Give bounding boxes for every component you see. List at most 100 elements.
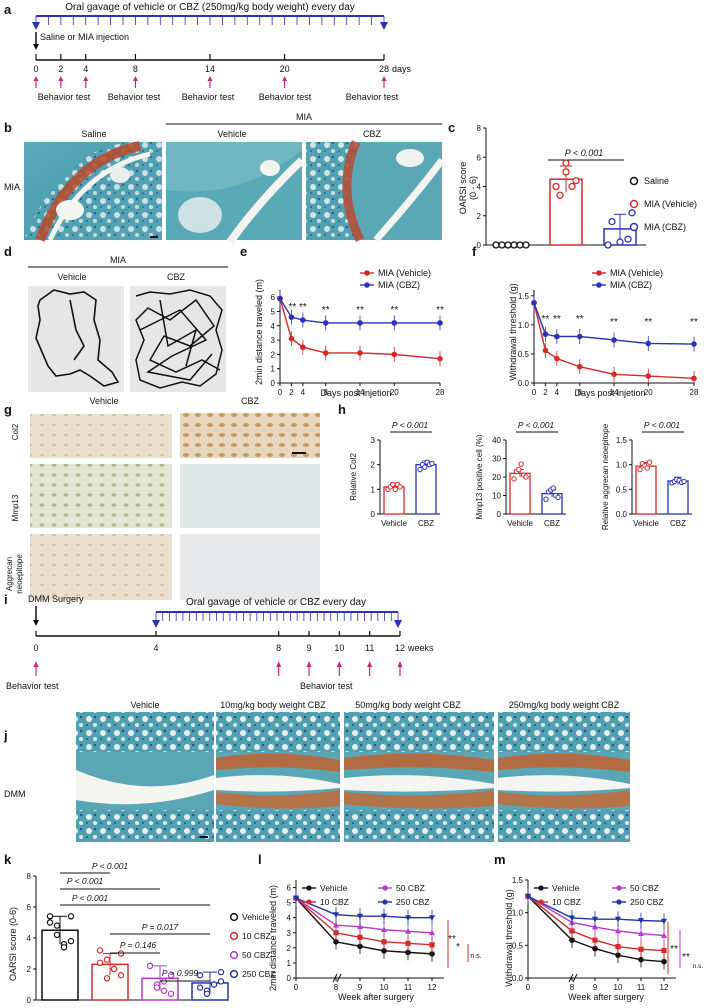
point-l-3-0	[293, 895, 299, 902]
scale-bar-j	[200, 836, 208, 838]
panel-label-k: k	[4, 852, 12, 867]
behavior-arrowhead-4-0	[381, 76, 387, 81]
timeline-i: DMM Surgery Oral gavage of vehicle or CB…	[6, 594, 434, 691]
week-label-0: 0	[33, 643, 38, 653]
point-m-0-5	[661, 958, 667, 965]
scale-bar-g	[292, 452, 306, 454]
point-h-1-1-5	[555, 494, 561, 501]
legend-marker-k-2	[229, 950, 239, 960]
sig-l-2: n.s.	[470, 953, 481, 960]
point-h-1-0-2	[516, 466, 522, 473]
pval-k-5: P > 0.999	[162, 968, 199, 978]
point-h-2-0-4	[646, 459, 653, 465]
point-l-0-5	[429, 951, 435, 957]
point-k-0-1	[53, 922, 61, 929]
point-e-0-5	[391, 351, 398, 358]
sig-f-2: **	[576, 314, 584, 325]
point-h-2-0-0	[637, 466, 643, 473]
panel-label-b: b	[4, 120, 12, 135]
bar-h-2-0	[635, 465, 657, 515]
point-l-0-1	[333, 939, 339, 945]
col-50cbz-j: 50mg/kg body weight CBZ	[355, 700, 461, 710]
xtick-label-f-0: 0	[532, 388, 537, 397]
legend-marker-l-3	[382, 899, 388, 905]
sig-m-0: **	[670, 944, 678, 955]
behavior-arrowhead-0-0	[33, 76, 39, 81]
ytick-label-h-2-2: 1.0	[616, 461, 628, 470]
series-m-0	[527, 895, 665, 963]
xlabel-e: Days post injetion	[320, 388, 391, 398]
ylabel-h-2: Relative aggrecan neoepitope	[601, 423, 610, 530]
legend-label-m-1: 10 CBZ	[552, 897, 581, 907]
point-e-0-3	[322, 350, 329, 356]
point-k-2-4	[146, 962, 154, 970]
histo-j-cart-top-2	[344, 753, 494, 772]
point-k-2-5	[153, 984, 161, 991]
legend-marker-e-1	[364, 282, 370, 288]
chart-c: OARSI score (0 - 6) P < 0.001 0 2 4 6 8	[458, 124, 646, 250]
ihc-mmp13-cbz	[180, 464, 320, 528]
series-m-2	[527, 895, 665, 937]
point-m-2-4	[638, 930, 644, 936]
point-e-1-1	[288, 314, 295, 320]
day-label-1: 2	[58, 64, 63, 74]
histo-j-bone-top-2	[344, 712, 494, 752]
xtick-label-l-0: 0	[294, 983, 299, 992]
days-unit-a: days	[392, 64, 412, 74]
point-l-0-3	[381, 948, 387, 954]
point-m-3-0	[525, 893, 531, 900]
series-l-1	[295, 897, 433, 946]
ytick-label-m-2: 1.0	[512, 909, 524, 918]
ihc-g: Vehicle CBZ Col2 Mmp13 Aggrecan neoepito…	[5, 396, 320, 600]
pval-h-2: P < 0.001	[644, 420, 681, 430]
legend-marker-f-1	[596, 282, 602, 288]
week-label-1: 4	[153, 643, 158, 653]
point-c-1-5	[562, 168, 570, 176]
point-m-2-3	[615, 927, 621, 934]
ytick-label-k-4: 8	[27, 872, 32, 881]
histo-j-bone-top-1	[216, 712, 340, 752]
behavior-arrowhead-i-0	[33, 661, 39, 667]
xcat-h-1-0: Vehicle	[507, 519, 533, 528]
ytick-label-c-4: 8	[477, 124, 482, 133]
point-l-1-3	[381, 939, 387, 945]
point-m-1-1	[569, 928, 575, 934]
chart-e: 2min distance traveled (m) Days post inj…	[254, 268, 445, 398]
ytick-label-c-0: 0	[477, 241, 482, 250]
series-l-2	[295, 897, 433, 934]
point-e-1-6	[437, 320, 443, 326]
day-ticks-a: 0 2 4 8 14 20 28	[33, 54, 389, 74]
xtick-label-e-0: 0	[278, 388, 283, 397]
point-c-1-0	[552, 182, 560, 191]
point-m-1-4	[638, 946, 644, 952]
ytick-label-h-1-1: 10	[492, 492, 501, 501]
ytick-label-c-1: 2	[477, 212, 482, 221]
point-c-2-3	[608, 217, 616, 226]
ylabel-e: 2min distance traveled (m)	[254, 279, 264, 385]
sig-e-5: **	[436, 305, 444, 316]
point-k-0-5	[53, 931, 61, 939]
row-col2-g: Col2	[11, 423, 20, 440]
ytick-label-k-3: 6	[27, 903, 32, 912]
ytick-label-h-1-3: 30	[492, 455, 501, 464]
histo-j-bone-bot-0	[76, 810, 214, 842]
ihc-aggrecan-cbz	[180, 534, 320, 600]
xtick-label-l-5: 12	[428, 983, 437, 992]
legend-c: Saline MIA (Vehicle) MIA (CBZ)	[629, 176, 697, 232]
point-h-1-0-5	[523, 474, 529, 480]
mia-row-b: MIA	[4, 182, 20, 192]
ytick-label-l-2: 2	[287, 944, 292, 953]
xtick-label-e-2: 4	[301, 388, 306, 397]
vehicle-col-b: Vehicle	[217, 129, 246, 139]
behavior-label-0: Behavior test	[38, 92, 91, 102]
point-f-0-3	[576, 363, 583, 370]
vehicle-label-d: Vehicle	[57, 272, 86, 282]
ytick-label-k-0: 0	[27, 996, 32, 1005]
xcat-h-0-0: Vehicle	[381, 519, 407, 528]
gavage-end-arrow-a	[380, 22, 388, 30]
xcat-h-0-1: CBZ	[418, 519, 434, 528]
legend-label-l-3: 250 CBZ	[396, 897, 430, 907]
point-c-0-3	[510, 241, 518, 249]
legend-label-k-1: 10 CBZ	[242, 931, 271, 941]
behavior-label-2: Behavior test	[182, 92, 235, 102]
